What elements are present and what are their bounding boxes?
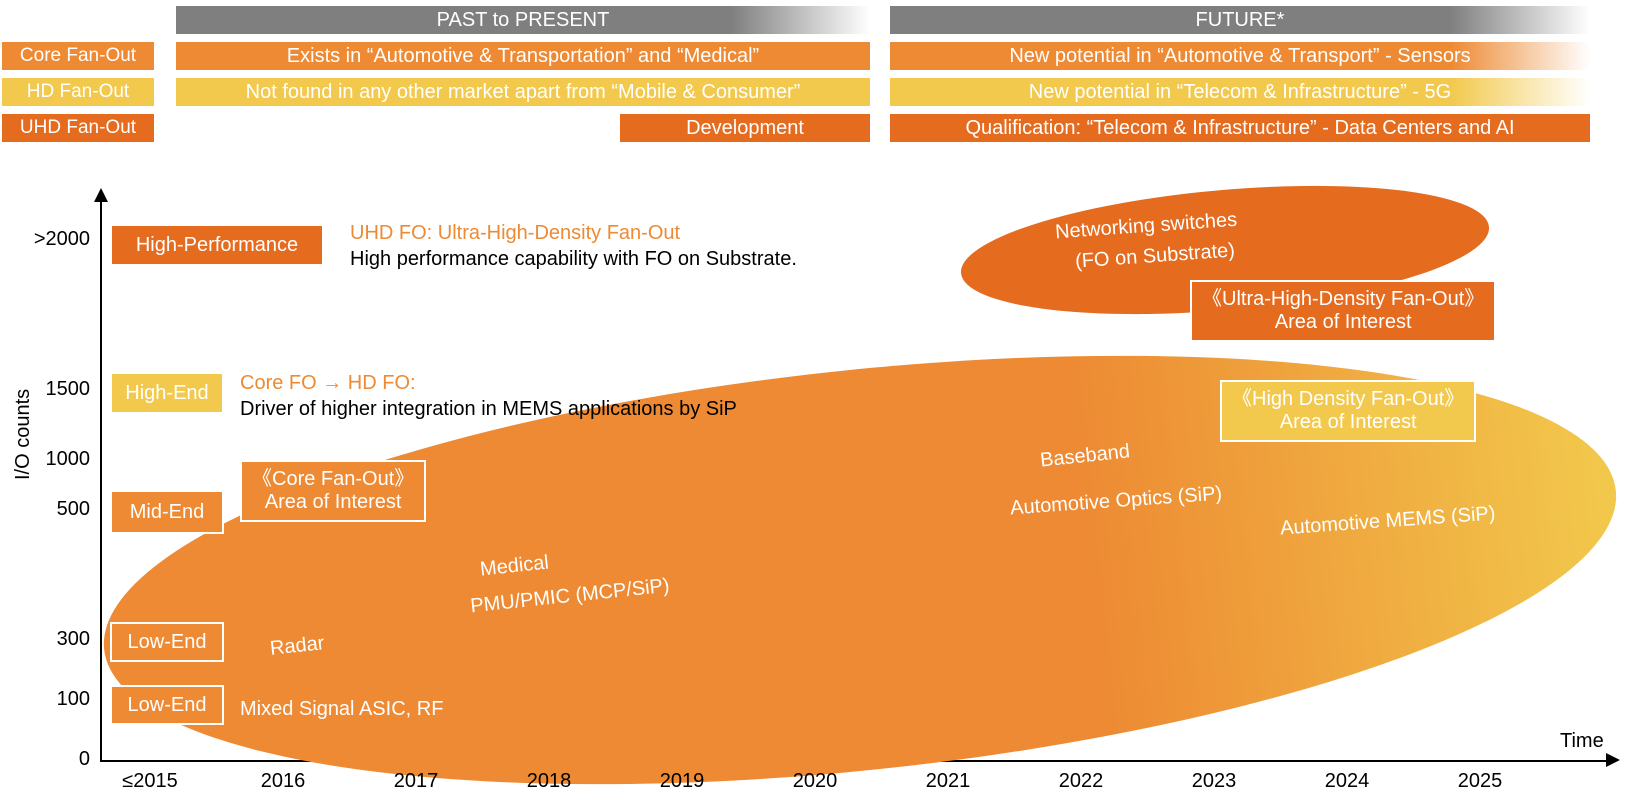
- note-1: Core FO → HD FO:Driver of higher integra…: [240, 370, 737, 422]
- header-future: FUTURE*: [890, 6, 1590, 34]
- aoi-dkorange: 《Ultra-High-Density Fan-Out》Area of Inte…: [1190, 280, 1496, 342]
- ytick-500: 500: [0, 498, 90, 521]
- xtick-6: 2021: [898, 770, 998, 793]
- row-label-uhd: UHD Fan-Out: [2, 114, 154, 142]
- row-label-core: Core Fan-Out: [2, 42, 154, 70]
- row-future-uhd: Qualification: “Telecom & Infrastructure…: [890, 114, 1590, 142]
- row-past-uhd: Development: [620, 114, 870, 142]
- ytick-300: 300: [0, 628, 90, 651]
- tier-0: Low-End: [110, 685, 224, 725]
- tier-4: High-Performance: [110, 224, 324, 266]
- ellipse-label-0: Mixed Signal ASIC, RF: [240, 698, 443, 721]
- ytick-1000: 1000: [0, 448, 90, 471]
- row-past-hd: Not found in any other market apart from…: [176, 78, 870, 106]
- note-0: UHD FO: Ultra-High-Density Fan-OutHigh p…: [350, 220, 797, 272]
- row-label-hd: HD Fan-Out: [2, 78, 154, 106]
- tier-2: Mid-End: [110, 490, 224, 534]
- xtick-7: 2022: [1031, 770, 1131, 793]
- xtick-8: 2023: [1164, 770, 1264, 793]
- xtick-2: 2017: [366, 770, 466, 793]
- xtick-0: ≤2015: [100, 770, 200, 793]
- header-past: PAST to PRESENT: [176, 6, 870, 34]
- ytick-2000: >2000: [0, 228, 90, 251]
- row-past-core: Exists in “Automotive & Transportation” …: [176, 42, 870, 70]
- x-axis-label: Time: [1560, 730, 1604, 753]
- y-axis-arrow: [94, 188, 108, 202]
- ytick-1500: 1500: [0, 378, 90, 401]
- row-future-hd: New potential in “Telecom & Infrastructu…: [890, 78, 1590, 106]
- xtick-9: 2024: [1297, 770, 1397, 793]
- y-axis: [100, 198, 102, 760]
- diagram-root: PAST to PRESENT FUTURE* I/O counts Time …: [0, 0, 1627, 807]
- xtick-1: 2016: [233, 770, 333, 793]
- row-future-core: New potential in “Automotive & Transport…: [890, 42, 1590, 70]
- x-axis-arrow: [1606, 753, 1620, 767]
- core-hd-ellipse: [83, 292, 1627, 807]
- aoi-gold: 《High Density Fan-Out》Area of Interest: [1220, 380, 1476, 442]
- aoi-orange: 《Core Fan-Out》Area of Interest: [240, 460, 426, 522]
- tier-3: High-End: [110, 372, 224, 414]
- tier-1: Low-End: [110, 622, 224, 662]
- ytick-0: 0: [0, 748, 90, 771]
- ytick-100: 100: [0, 688, 90, 711]
- xtick-5: 2020: [765, 770, 865, 793]
- xtick-4: 2019: [632, 770, 732, 793]
- xtick-10: 2025: [1430, 770, 1530, 793]
- xtick-3: 2018: [499, 770, 599, 793]
